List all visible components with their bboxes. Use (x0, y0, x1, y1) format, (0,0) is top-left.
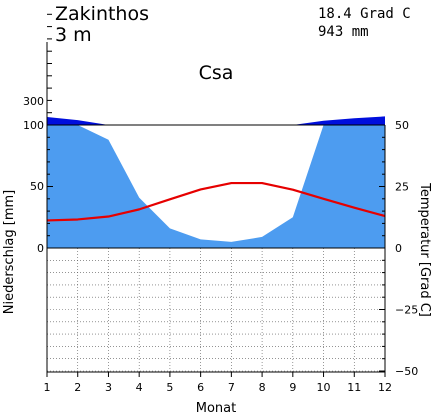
station-name: Zakinthos (55, 3, 149, 25)
x-tick-label: 6 (197, 381, 204, 394)
right-tick-label: 50 (395, 119, 409, 132)
right-tick-label: 0 (395, 242, 402, 255)
right-axis-label: Temperatur [Grad C] (417, 182, 432, 317)
right-tick-label: −50 (395, 365, 418, 378)
climate-class: Csa (199, 62, 234, 84)
x-tick-label: 4 (136, 381, 143, 394)
left-tick-label: 50 (30, 180, 44, 193)
x-tick-label: 12 (378, 381, 392, 394)
x-tick-label: 3 (105, 381, 112, 394)
temperature-line (46, 181, 386, 222)
x-tick-label: 8 (259, 381, 266, 394)
perhumid-area (47, 116, 385, 125)
x-tick-label: 10 (317, 381, 331, 394)
right-tick-label: 25 (395, 181, 409, 194)
humid-area (47, 125, 385, 248)
left-tick-label: 300 (23, 95, 44, 108)
left-tick-label: 0 (37, 242, 44, 255)
x-tick-label: 9 (289, 381, 296, 394)
station-elevation: 3 m (55, 24, 92, 46)
x-tick-label: 7 (228, 381, 235, 394)
x-axis-label: Monat (196, 401, 236, 416)
right-tick-label: −25 (395, 304, 418, 317)
annual-precipitation: 943 mm (318, 24, 369, 40)
x-tick-label: 1 (44, 381, 51, 394)
x-tick-label: 11 (347, 381, 361, 394)
left-tick-label: 100 (23, 119, 44, 132)
x-tick-label: 5 (166, 381, 173, 394)
left-axis-label: Niederschlag [mm] (2, 190, 17, 315)
x-tick-label: 2 (74, 381, 81, 394)
mean-temperature: 18.4 Grad C (318, 6, 411, 22)
